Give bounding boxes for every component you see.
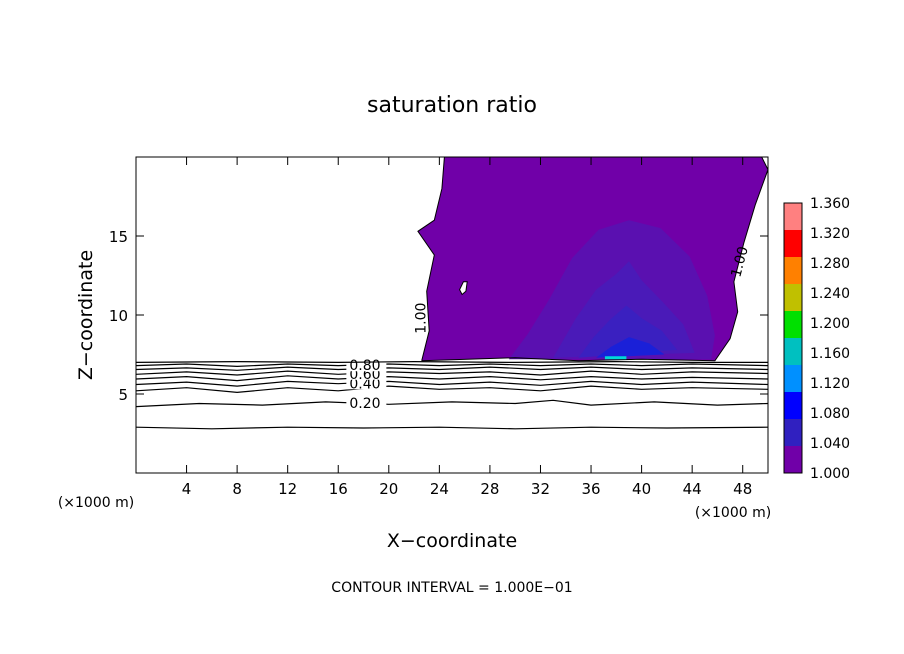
x-tick-label: 44 bbox=[683, 480, 702, 498]
x-axis-label: X−coordinate bbox=[387, 530, 517, 552]
contour-line-7 bbox=[135, 363, 769, 368]
colorbar-swatch bbox=[784, 230, 802, 258]
colorbar-swatch bbox=[784, 311, 802, 339]
contour-line-0 bbox=[135, 426, 769, 430]
inline-contour-label: 1.00 bbox=[728, 245, 752, 279]
contour-label-bg bbox=[346, 395, 387, 409]
contour-line-1-00 bbox=[417, 156, 769, 362]
x-unit-left: (×1000 m) bbox=[58, 495, 134, 511]
x-tick-label: 4 bbox=[182, 480, 192, 498]
colorbar: 1.360 1.320 1.280 1.240 1.200 1.160 1.120 1.080… bbox=[783, 196, 850, 482]
colorbar-tick-label: 1.080 bbox=[810, 406, 850, 422]
x-tick-label: 32 bbox=[531, 480, 550, 498]
contour-label: 0.40 bbox=[349, 376, 380, 392]
colorbar-tick-label: 1.160 bbox=[810, 346, 850, 362]
region-hole bbox=[459, 281, 468, 296]
colorbar-tick-label: 1.200 bbox=[810, 316, 850, 332]
y-tick-label: 15 bbox=[109, 228, 128, 246]
x-unit-right: (×1000 m) bbox=[695, 505, 771, 521]
x-axis: 4 8 12 16 20 24 28 32 36 40 44 48 bbox=[182, 157, 752, 498]
contour-line-2 bbox=[135, 385, 769, 394]
x-tick-label: 40 bbox=[632, 480, 651, 498]
colorbar-tick-label: 1.240 bbox=[810, 286, 850, 302]
colorbar-tick-label: 1.040 bbox=[810, 436, 850, 452]
inline-contour-label: 1.00 bbox=[414, 303, 430, 334]
contour-label: 0.20 bbox=[349, 396, 380, 412]
x-tick-label: 12 bbox=[278, 480, 297, 498]
x-tick-label: 16 bbox=[329, 480, 348, 498]
colorbar-swatch bbox=[784, 392, 802, 420]
y-axis-label: Z−coordinate bbox=[75, 250, 97, 380]
colorbar-tick-label: 1.360 bbox=[810, 196, 850, 212]
plot-area: 0.200.400.600.801.001.00 bbox=[135, 156, 769, 430]
y-tick-label: 5 bbox=[118, 386, 128, 404]
colorbar-tick-label: 1.280 bbox=[810, 256, 850, 272]
x-tick-label: 48 bbox=[733, 480, 752, 498]
contour-line-1 bbox=[135, 399, 769, 408]
contour-line-6 bbox=[135, 366, 769, 371]
colorbar-swatch bbox=[784, 257, 802, 285]
colorbar-swatch bbox=[784, 338, 802, 366]
colorbar-tick-label: 1.000 bbox=[810, 466, 850, 482]
contour-line-5 bbox=[135, 370, 769, 376]
colorbar-swatch bbox=[784, 365, 802, 393]
contour-label: 0.80 bbox=[349, 358, 380, 374]
filled-region-3 bbox=[578, 305, 677, 358]
contour-line-3 bbox=[135, 380, 769, 387]
colorbar-tick-label: 1.120 bbox=[810, 376, 850, 392]
x-tick-label: 20 bbox=[379, 480, 398, 498]
x-tick-label: 36 bbox=[581, 480, 600, 498]
chart-title: saturation ratio bbox=[367, 93, 537, 118]
colorbar-swatch bbox=[784, 419, 802, 447]
x-tick-label: 28 bbox=[480, 480, 499, 498]
colorbar-swatch bbox=[784, 284, 802, 312]
x-tick-label: 8 bbox=[232, 480, 242, 498]
y-tick-label: 10 bbox=[109, 307, 128, 325]
y-axis: 5 10 15 bbox=[109, 228, 768, 404]
contour-line-8 bbox=[135, 360, 768, 364]
colorbar-tick-label: 1.320 bbox=[810, 226, 850, 242]
x-tick-label: 24 bbox=[430, 480, 449, 498]
contour-line-4 bbox=[135, 375, 769, 382]
filled-region-4 bbox=[596, 337, 665, 358]
colorbar-swatch bbox=[784, 446, 802, 474]
contour-interval-note: CONTOUR INTERVAL = 1.000E−01 bbox=[331, 580, 572, 596]
colorbar-frame bbox=[783, 202, 803, 474]
colorbar-swatch bbox=[784, 203, 802, 231]
